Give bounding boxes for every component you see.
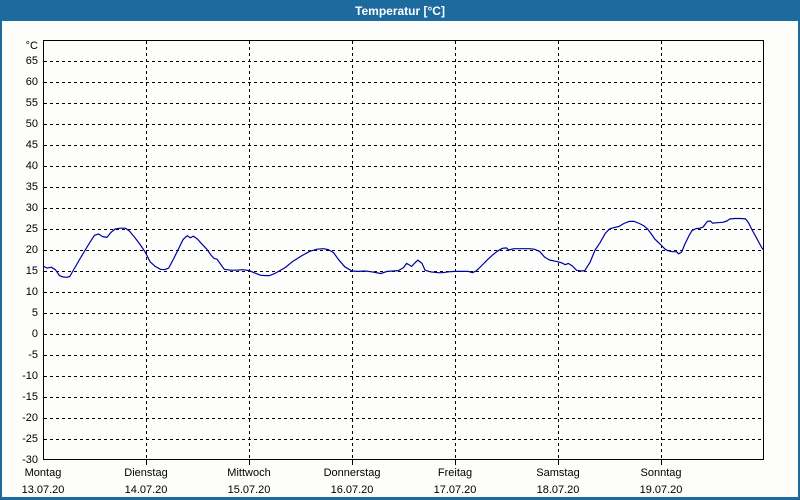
y-axis-tick-label: 0 — [31, 327, 38, 340]
x-axis-day-label: Montag — [24, 467, 62, 479]
y-axis-tick-label: -5 — [28, 348, 38, 361]
plot-frame — [43, 40, 764, 460]
y-axis-tick-label: -15 — [22, 390, 38, 403]
x-axis-date-label: 17.07.20 — [433, 484, 477, 496]
window-titlebar[interactable]: Temperatur [°C] — [2, 0, 798, 21]
y-axis-tick-label: 20 — [25, 243, 38, 256]
x-axis-date-label: 16.07.20 — [330, 484, 374, 496]
y-axis-unit-label: °C — [25, 40, 38, 52]
temperature-series-line — [43, 217, 764, 278]
x-axis-date-label: 15.07.20 — [227, 484, 271, 496]
x-axis-day-label: Donnerstag — [323, 467, 381, 479]
x-axis-day-label: Sonntag — [640, 467, 682, 479]
plot-area — [43, 40, 764, 465]
y-axis-tick-label: 50 — [25, 117, 38, 130]
x-axis-day-label: Samstag — [536, 467, 580, 479]
x-axis-day-label: Freitag — [437, 467, 473, 479]
y-axis-tick-label: 55 — [25, 96, 38, 109]
x-axis-day-label: Mittwoch — [227, 467, 271, 479]
x-axis-date-label: 18.07.20 — [536, 484, 580, 496]
y-axis-tick-label: -10 — [22, 369, 38, 382]
y-axis-tick-label: 65 — [25, 54, 38, 67]
x-axis-day-label: Dienstag — [124, 467, 168, 479]
y-axis-tick-label: 25 — [25, 222, 38, 235]
y-axis-tick-label: 45 — [25, 138, 38, 151]
y-axis-tick-label: 40 — [25, 159, 38, 172]
x-axis-date-label: 14.07.20 — [124, 484, 168, 496]
window-title: Temperatur [°C] — [355, 3, 445, 18]
y-axis-tick-label: 15 — [25, 264, 38, 277]
y-axis-tick-label: 5 — [31, 306, 38, 319]
y-axis-tick-label: 30 — [25, 201, 38, 214]
y-axis-tick-label: -30 — [22, 453, 38, 466]
y-axis-tick-label: -25 — [22, 432, 38, 445]
y-axis-tick-label: 60 — [25, 75, 38, 88]
y-axis-tick-label: -20 — [22, 411, 38, 424]
y-axis-tick-label: 35 — [25, 180, 38, 193]
y-axis-tick-label: 10 — [25, 285, 38, 298]
x-axis-date-label: 13.07.20 — [21, 484, 65, 496]
x-axis-date-label: 19.07.20 — [639, 484, 683, 496]
